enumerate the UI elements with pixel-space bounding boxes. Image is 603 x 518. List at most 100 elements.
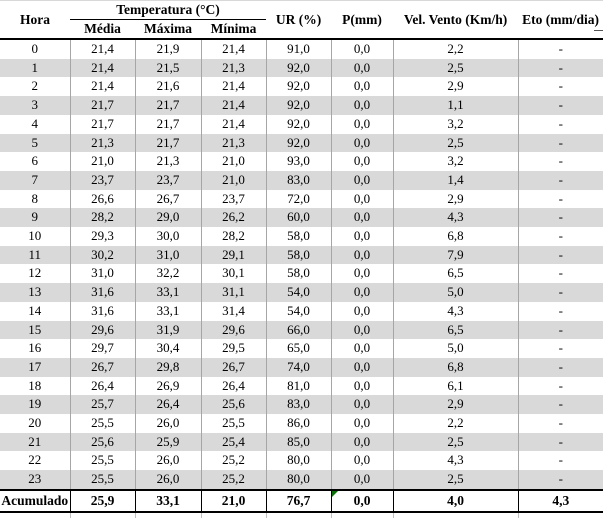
hour-cell[interactable]: 2: [31, 78, 39, 94]
eto-cell[interactable]: -: [517, 152, 603, 171]
minima-cell[interactable]: 26,2: [200, 208, 267, 228]
p-cell[interactable]: 0,0: [330, 301, 394, 321]
media-cell[interactable]: 25,5: [69, 414, 135, 433]
ur-cell[interactable]: 65,0: [265, 339, 332, 358]
eto-cell[interactable]: -: [517, 227, 603, 246]
maxima-cell[interactable]: 21,9: [134, 39, 201, 59]
eto-cell[interactable]: -: [517, 339, 603, 358]
p-cell[interactable]: 0,0: [330, 170, 394, 190]
media-cell[interactable]: 29,6: [69, 320, 135, 340]
vento-cell[interactable]: 4,3: [392, 301, 519, 321]
minima-cell[interactable]: 25,4: [200, 432, 267, 452]
ur-cell[interactable]: 86,0: [265, 414, 332, 433]
p-cell[interactable]: 0,0: [330, 133, 394, 153]
p-cell[interactable]: 0,0: [330, 58, 394, 78]
ur-cell[interactable]: 92,0: [265, 133, 332, 153]
accumulated-ur[interactable]: 76,7: [265, 488, 332, 513]
media-cell[interactable]: 21,7: [69, 96, 135, 115]
ur-cell[interactable]: 83,0: [265, 170, 332, 190]
p-cell[interactable]: 0,0: [330, 114, 394, 134]
maxima-cell[interactable]: 30,0: [134, 227, 201, 246]
ur-cell[interactable]: 80,0: [265, 451, 332, 471]
vento-cell[interactable]: 2,5: [392, 58, 519, 78]
hour-cell[interactable]: 16: [28, 340, 42, 356]
maxima-cell[interactable]: 31,9: [134, 320, 201, 340]
minima-cell[interactable]: 29,5: [200, 339, 267, 358]
accumulated-p[interactable]: 0,0: [330, 488, 394, 513]
hour-cell[interactable]: 13: [0, 283, 70, 302]
minima-cell[interactable]: 25,6: [200, 395, 267, 415]
hour-cell[interactable]: 20: [28, 415, 42, 431]
vento-cell[interactable]: 2,5: [392, 133, 519, 153]
hour-cell[interactable]: 15: [0, 320, 70, 340]
minima-cell[interactable]: 26,4: [200, 376, 267, 396]
eto-cell[interactable]: -: [517, 77, 603, 97]
maxima-cell[interactable]: 21,3: [134, 152, 201, 171]
eto-cell[interactable]: -: [517, 395, 603, 415]
ur-cell[interactable]: 92,0: [265, 114, 332, 134]
hour-cell[interactable]: 10: [28, 228, 42, 244]
maxima-cell[interactable]: 26,9: [134, 376, 201, 396]
ur-cell[interactable]: 85,0: [265, 432, 332, 452]
ur-cell[interactable]: 92,0: [265, 96, 332, 115]
ur-cell[interactable]: 92,0: [265, 58, 332, 78]
eto-cell[interactable]: -: [517, 451, 603, 471]
eto-cell[interactable]: -: [517, 264, 603, 284]
hour-cell[interactable]: 3: [0, 96, 70, 115]
media-cell[interactable]: 25,5: [69, 470, 135, 490]
vento-cell[interactable]: 2,2: [392, 39, 519, 59]
minima-cell[interactable]: 30,1: [200, 264, 267, 284]
p-cell[interactable]: 0,0: [330, 451, 394, 471]
hour-cell[interactable]: 17: [0, 357, 70, 377]
eto-cell[interactable]: -: [517, 208, 603, 228]
media-cell[interactable]: 21,4: [69, 58, 135, 78]
header-minima[interactable]: Mínima: [210, 21, 257, 36]
maxima-cell[interactable]: 23,7: [134, 170, 201, 190]
ur-cell[interactable]: 74,0: [265, 357, 332, 377]
media-cell[interactable]: 26,4: [69, 376, 135, 396]
header-ur[interactable]: UR (%): [275, 11, 322, 27]
vento-cell[interactable]: 5,0: [392, 283, 519, 302]
hour-cell[interactable]: 22: [28, 452, 42, 468]
hour-cell[interactable]: 6: [31, 153, 39, 169]
hour-cell[interactable]: 21: [0, 432, 70, 452]
media-cell[interactable]: 21,4: [69, 77, 135, 97]
minima-cell[interactable]: 21,0: [200, 170, 267, 190]
eto-cell[interactable]: -: [517, 170, 603, 190]
hour-cell[interactable]: 5: [0, 133, 70, 153]
vento-cell[interactable]: 1,1: [392, 96, 519, 115]
accumulated-label[interactable]: Acumulado: [0, 488, 70, 513]
ur-cell[interactable]: 58,0: [265, 245, 332, 265]
maxima-cell[interactable]: 33,1: [134, 301, 201, 321]
media-cell[interactable]: 29,7: [69, 339, 135, 358]
maxima-cell[interactable]: 21,7: [134, 114, 201, 134]
vento-cell[interactable]: 3,2: [392, 114, 519, 134]
p-cell[interactable]: 0,0: [330, 264, 394, 284]
vento-cell[interactable]: 2,9: [392, 189, 519, 209]
p-cell[interactable]: 0,0: [330, 376, 394, 396]
hour-cell[interactable]: 14: [28, 302, 42, 318]
maxima-cell[interactable]: 26,0: [134, 470, 201, 490]
eto-cell[interactable]: -: [517, 414, 603, 433]
hour-cell[interactable]: 0: [31, 41, 39, 56]
ur-cell[interactable]: 91,0: [265, 39, 332, 59]
media-cell[interactable]: 29,3: [69, 227, 135, 246]
maxima-cell[interactable]: 32,2: [134, 264, 201, 284]
eto-cell[interactable]: -: [517, 96, 603, 115]
maxima-cell[interactable]: 21,6: [134, 77, 201, 97]
p-cell[interactable]: 0,0: [330, 152, 394, 171]
eto-cell[interactable]: -: [517, 301, 603, 321]
eto-cell[interactable]: -: [517, 470, 603, 490]
header-p[interactable]: P(mm): [342, 11, 382, 27]
minima-cell[interactable]: 31,4: [200, 301, 267, 321]
media-cell[interactable]: 25,6: [69, 432, 135, 452]
vento-cell[interactable]: 3,2: [392, 152, 519, 171]
minima-cell[interactable]: 21,4: [200, 96, 267, 115]
media-cell[interactable]: 21,0: [69, 152, 135, 171]
minima-cell[interactable]: 23,7: [200, 189, 267, 209]
minima-cell[interactable]: 21,0: [200, 152, 267, 171]
minima-cell[interactable]: 25,2: [200, 451, 267, 471]
ur-cell[interactable]: 58,0: [265, 227, 332, 246]
accumulated-media[interactable]: 25,9: [69, 488, 135, 513]
hour-cell[interactable]: 12: [28, 265, 42, 281]
